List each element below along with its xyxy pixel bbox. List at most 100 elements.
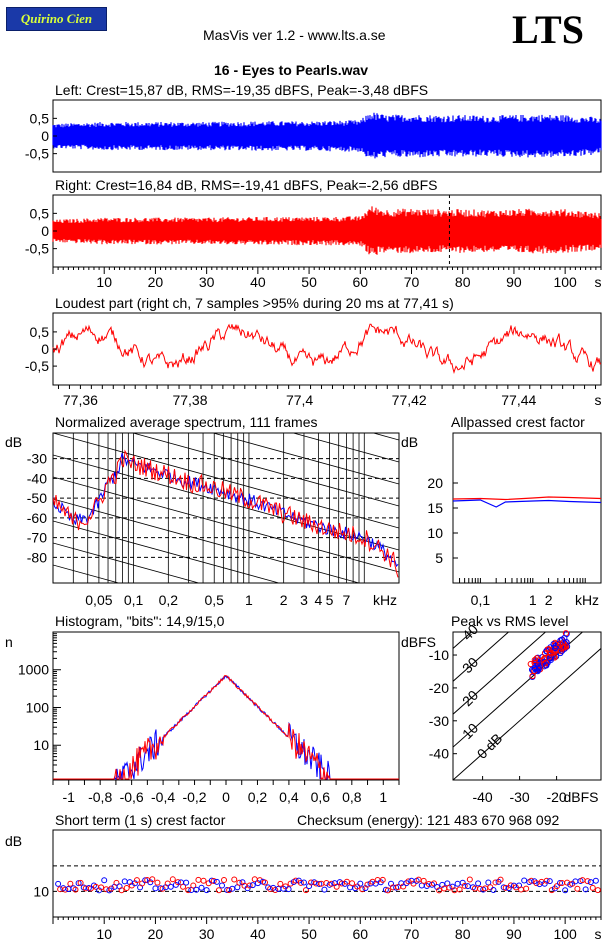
stcrest-left-point [582,886,589,893]
stcrest-right-point [77,879,84,886]
stcrest-right-point [118,887,125,894]
left-waveform-ytick-label: -0,5 [25,146,49,162]
right-waveform-xtick-label: 30 [199,274,215,290]
peakrms-point [529,672,536,680]
stcrest-left-point [275,885,282,892]
loudest-xtick-label: 77,4 [286,392,313,408]
stcrest-right-point [523,885,530,892]
stcrest-right-point [461,882,468,889]
crest-xunit: kHz [575,592,599,608]
peakrms-ylabel: dBFS [401,634,436,650]
stcrest-ytick-label: 10 [33,883,49,899]
stcrest-xtick-label: 80 [455,926,471,942]
stcrest-right-point [108,885,115,892]
stcrest-right-point [180,883,187,890]
peakrms-xtick-label: -30 [509,789,529,805]
stcrest-right-point [221,877,228,884]
stcrest-left-point [193,886,200,893]
spectrum-slope-line [131,433,399,507]
histogram-xtick-label: 1 [379,789,387,805]
spectrum-slope-line [53,631,399,726]
stcrest-left-point [249,882,256,889]
peakrms-point [546,649,553,656]
histogram-ytick-label: 10 [33,737,49,753]
spectrum-slope-line [371,433,399,441]
stcrest-right-point [98,884,105,891]
peakrms-point [535,665,543,672]
loudest-frame [52,312,602,386]
stcrest-right-point [246,882,253,889]
stcrest-right-point [502,884,509,891]
crest-right-series [452,496,602,501]
stcrest-right-point [420,877,427,884]
peakrms-point [527,660,534,668]
stcrest-xtick-label: 60 [353,926,369,942]
right-waveform-xtick-label: 60 [353,274,369,290]
stcrest-xtick-label: 10 [96,926,112,942]
stcrest-left-point [65,886,72,893]
stcrest-xtick-label: 90 [506,926,522,942]
spectrum-xtick-label: 3 [300,592,308,608]
stcrest-xtick-label: 50 [301,926,317,942]
stcrest-left-point [219,882,226,889]
stcrest-left-point [198,884,205,891]
stcrest-right-point [72,886,79,893]
loudest-signal [52,323,602,375]
spectrum-slope-line [291,433,399,463]
histogram-title: Histogram, "bits": 14,9/15,0 [55,613,225,629]
stcrest-left-point [121,878,128,885]
stcrest-right-point [492,879,499,886]
spectrum-slope-line [53,498,361,583]
stcrest-right-point [338,880,345,887]
histogram-xtick-label: 0,4 [279,789,299,805]
peakrms-frame [452,631,602,781]
stcrest-xtick-label: 20 [148,926,164,942]
stcrest-right-point [507,882,514,889]
stcrest-right-point [113,879,120,886]
stcrest-right-point [400,883,407,890]
stcrest-right-point [512,884,519,891]
peakrms-point [531,656,538,664]
spectrum-ytick-label: -40 [27,470,47,486]
stcrest-right-point [62,886,69,893]
stcrest-right-point [292,877,299,884]
stcrest-right-point [297,879,304,886]
stcrest-left-point [229,885,236,892]
loudest-ytick-label: 0 [41,341,49,357]
stcrest-right-point [103,886,110,893]
stcrest-left-point [203,887,210,894]
stcrest-left-point [285,886,292,893]
stcrest-right-point [584,878,591,885]
peakrms-point [561,644,568,651]
spectrum-xtick-label: 4 [314,592,322,608]
spectrum-ytick-label: -50 [27,490,47,506]
checksum-text: Checksum (energy): 121 483 670 968 092 [297,812,560,828]
stcrest-right-point [215,887,222,894]
short-term-crest-title: Short term (1 s) crest factor [55,812,226,828]
spectrum-xtick-label: 0,2 [159,592,179,608]
crest-xtick-label: 0,1 [471,592,491,608]
stcrest-right-point [123,885,130,892]
histogram-xtick-label: 0 [222,789,230,805]
histogram-xtick-label: -0,4 [151,789,175,805]
peakrms-point [532,665,539,673]
loudest-part-title: Loudest part (right ch, 7 samples >95% d… [55,295,454,311]
right-waveform-xtick-label: 80 [455,274,471,290]
stcrest-right-point [87,885,94,892]
peakrms-point [557,640,564,648]
peakrms-diagonal [453,632,584,748]
stcrest-right-point [548,887,555,894]
stcrest-right-point [349,880,356,887]
peakrms-ytick-label: -30 [429,713,449,729]
stcrest-left-point [490,887,497,894]
stcrest-right-point [149,876,156,883]
stcrest-right-point [287,880,294,887]
stcrest-right-point [528,877,535,884]
spectrum-xunit: kHz [373,592,397,608]
loudest-xtick-label: 77,42 [392,392,427,408]
stcrest-left-point [562,887,569,894]
peakrms-point [561,635,568,642]
spectrum-frame [52,432,400,584]
right-waveform-xtick-label: 40 [250,274,266,290]
histogram-right-series [53,674,399,781]
